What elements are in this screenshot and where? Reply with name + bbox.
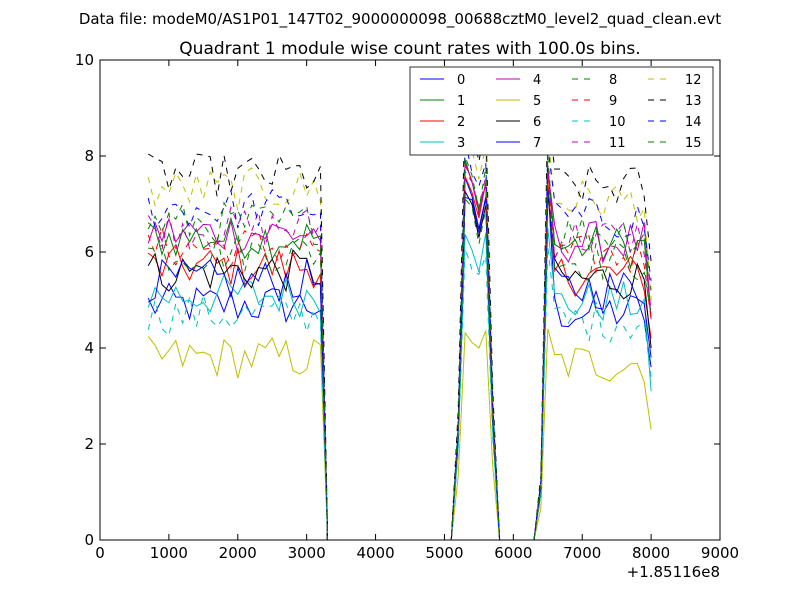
legend-label-11: 11 (609, 136, 626, 151)
series-line-7 (147, 189, 652, 541)
x-tick-label: 9000 (701, 544, 739, 562)
series-line-3 (147, 227, 652, 541)
legend-box (409, 66, 714, 156)
legend-label-12: 12 (685, 73, 702, 88)
legend-label-8: 8 (609, 73, 617, 88)
figure-suptitle: Data file: modeM0/AS1P01_147T02_90000000… (79, 10, 721, 29)
x-axis-offset-label: +1.85116e8 (627, 563, 720, 581)
series-line-1 (147, 159, 652, 541)
x-tick-label: 6000 (494, 544, 532, 562)
axis-ticks: 0 1000 2000 3000 4000 5000 6000 7000 8000 9000 0 2 4… (75, 51, 739, 562)
y-tick-label: 2 (84, 435, 94, 453)
series-layer (147, 99, 652, 541)
legend-label-10: 10 (609, 115, 626, 130)
legend-label-7: 7 (533, 136, 541, 151)
y-tick-label: 10 (75, 51, 94, 69)
legend-label-6: 6 (533, 115, 541, 130)
series-line-12 (147, 131, 652, 541)
series-line-10 (147, 247, 652, 541)
y-tick-label: 0 (84, 531, 94, 549)
series-line-4 (147, 162, 652, 541)
series-line-6 (147, 189, 652, 541)
y-tick-label: 6 (84, 243, 94, 261)
plot-area-frame (99, 59, 721, 541)
legend-label-0: 0 (457, 73, 465, 88)
y-tick-label: 8 (84, 147, 94, 165)
x-tick-label: 1000 (150, 544, 188, 562)
legend-label-14: 14 (685, 115, 702, 130)
x-tick-label: 4000 (356, 544, 394, 562)
y-tick-label: 4 (84, 339, 94, 357)
series-line-5 (147, 328, 652, 541)
legend-label-2: 2 (457, 115, 465, 130)
x-tick-label: 3000 (288, 544, 326, 562)
series-line-0 (147, 177, 652, 541)
series-line-15 (147, 155, 652, 541)
x-tick-label: 0 (95, 544, 105, 562)
series-line-11 (147, 165, 652, 541)
legend-label-1: 1 (457, 94, 465, 109)
legend-label-9: 9 (609, 94, 617, 109)
legend-label-13: 13 (685, 94, 702, 109)
legend-label-4: 4 (533, 73, 541, 88)
x-tick-label: 2000 (219, 544, 257, 562)
x-tick-label: 8000 (632, 544, 670, 562)
series-line-2 (147, 176, 652, 541)
chart-title: Quadrant 1 module wise count rates with … (179, 39, 640, 59)
legend-label-5: 5 (533, 94, 541, 109)
x-tick-label: 5000 (425, 544, 463, 562)
x-tick-label: 7000 (563, 544, 601, 562)
series-line-9 (147, 164, 652, 541)
legend-label-3: 3 (457, 136, 465, 151)
legend-label-15: 15 (685, 136, 702, 151)
